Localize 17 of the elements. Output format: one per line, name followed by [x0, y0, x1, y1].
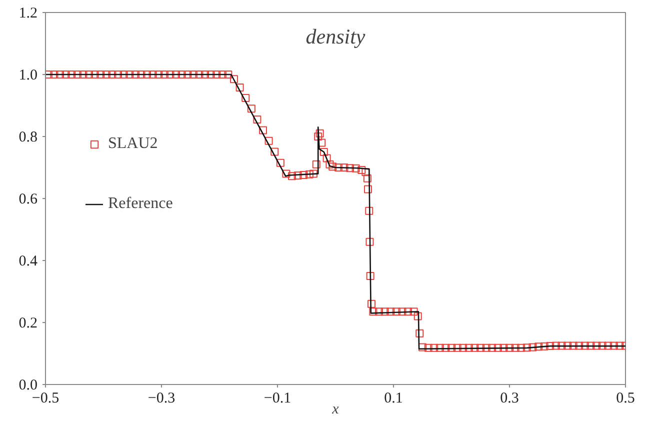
- legend-label: SLAU2: [108, 135, 158, 153]
- y-tick-label: 0.4: [18, 254, 38, 270]
- y-tick-label: 1.2: [18, 6, 38, 22]
- x-tick-label: 0.3: [500, 390, 519, 406]
- text: density: [306, 24, 366, 48]
- y-tick-label: 0.6: [18, 192, 38, 208]
- x-axis-title: x: [331, 402, 340, 418]
- legend-label: Reference: [108, 195, 173, 213]
- x-tick-label: −0.3: [148, 390, 176, 406]
- y-tick-label: 0.8: [18, 130, 38, 146]
- x-tick-label: −0.5: [32, 390, 60, 406]
- x-tick-label: 0.5: [616, 390, 635, 406]
- y-tick-label: 0.2: [18, 316, 38, 332]
- y-tick-label: 0.0: [18, 378, 38, 394]
- y-tick-label: 1.0: [18, 68, 38, 84]
- x-tick-label: 0.1: [384, 390, 403, 406]
- x-tick-label: −0.1: [264, 390, 292, 406]
